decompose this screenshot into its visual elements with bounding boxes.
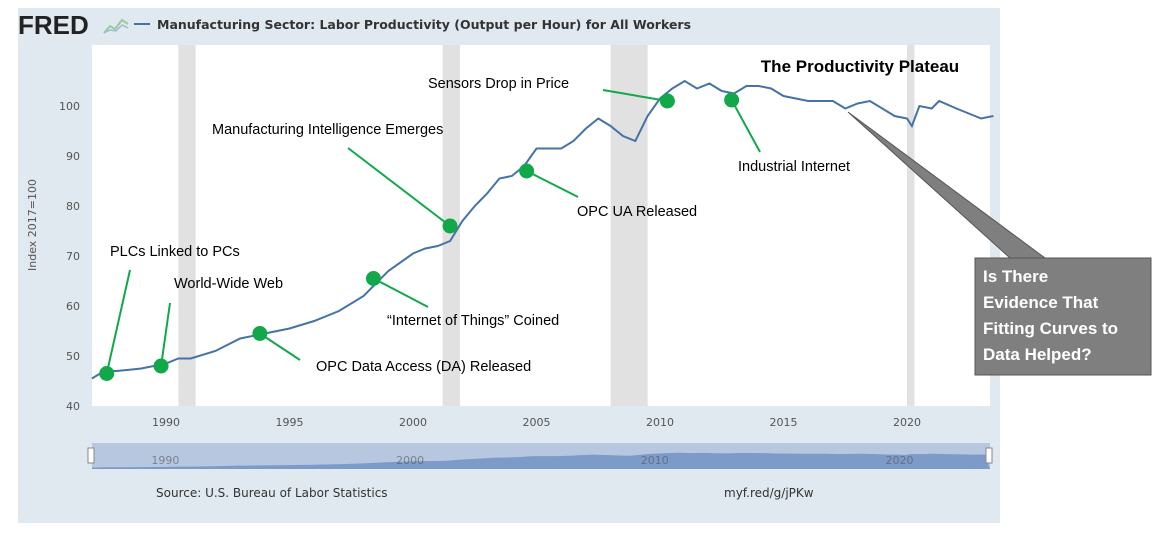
y-tick-label: 90 [66, 150, 80, 163]
fred-graph-icon [103, 18, 129, 34]
x-tick-label: 2005 [523, 416, 551, 429]
annotation-leader-line [259, 332, 301, 361]
navigator-tick: 2010 [641, 454, 669, 467]
annotation-leader-line [373, 277, 429, 308]
annotation-label: Sensors Drop in Price [428, 76, 569, 92]
x-tick-label: 2000 [399, 416, 427, 429]
annotation-label: PLCs Linked to PCs [110, 244, 240, 260]
annotation-leader-line [526, 170, 579, 198]
annotation-dot [519, 163, 535, 179]
annotation-leader-line [730, 99, 761, 153]
y-axis-label: Index 2017=100 [26, 179, 39, 271]
chart-title: The Productivity Plateau [761, 57, 959, 76]
navigator-left-handle[interactable] [87, 447, 95, 464]
y-tick-label: 60 [66, 300, 80, 313]
short-link[interactable]: myf.red/g/jPKw [724, 486, 814, 500]
x-tick-label: 2015 [770, 416, 798, 429]
annotation-dot [252, 326, 268, 341]
x-tick-label: 1990 [152, 416, 180, 429]
x-tick-label: 2020 [893, 416, 921, 429]
annotation-dot [724, 92, 740, 108]
series-line [91, 79, 994, 380]
annotation-label: Manufacturing Intelligence Emerges [212, 122, 443, 138]
source-text: Source: U.S. Bureau of Labor Statistics [156, 486, 388, 500]
callout-text: Data Helped? [983, 345, 1092, 364]
fred-logo: FRED [18, 10, 89, 40]
annotation-leader-line [105, 269, 131, 374]
annotation-leader-line [347, 147, 451, 227]
y-tick-label: 40 [66, 400, 80, 413]
callout-text: Evidence That [983, 293, 1099, 312]
navigator-tick: 2000 [396, 454, 424, 467]
navigator[interactable]: 1990 2000 2010 2020 [87, 443, 993, 469]
recession-band [178, 45, 196, 406]
plot-area [92, 45, 990, 406]
annotation-label: OPC UA Released [577, 204, 697, 220]
annotation-dot [153, 358, 169, 374]
series-title[interactable]: Manufacturing Sector: Labor Productivity… [157, 17, 691, 32]
annotation-label: “Internet of Things” Coined [387, 313, 559, 329]
annotation-dot [442, 218, 458, 234]
navigator-tick: 1990 [151, 454, 179, 467]
annotation-dot [659, 93, 675, 109]
y-tick-label: 70 [66, 250, 80, 263]
x-tick-label: 2010 [646, 416, 674, 429]
x-tick-label: 1995 [276, 416, 304, 429]
callout: Is There Evidence That Fitting Curves to Da… [847, 111, 1152, 376]
annotation-leader-line [602, 89, 668, 102]
navigator-right-handle[interactable] [985, 447, 993, 464]
callout-text: Fitting Curves to [983, 319, 1118, 338]
annotation-label: World-Wide Web [174, 276, 283, 292]
navigator-tick: 2020 [885, 454, 913, 467]
annotation-dot [365, 271, 381, 286]
recession-band [907, 45, 915, 406]
annotation-dot [99, 366, 115, 381]
y-tick-label: 100 [59, 100, 80, 113]
callout-text: Is There [983, 267, 1048, 286]
annotation-label: OPC Data Access (DA) Released [316, 359, 531, 375]
annotation-leader-line [160, 302, 171, 367]
annotation-label: Industrial Internet [738, 159, 850, 175]
y-tick-label: 50 [66, 350, 80, 363]
y-tick-label: 80 [66, 200, 80, 213]
recession-band [610, 45, 648, 406]
